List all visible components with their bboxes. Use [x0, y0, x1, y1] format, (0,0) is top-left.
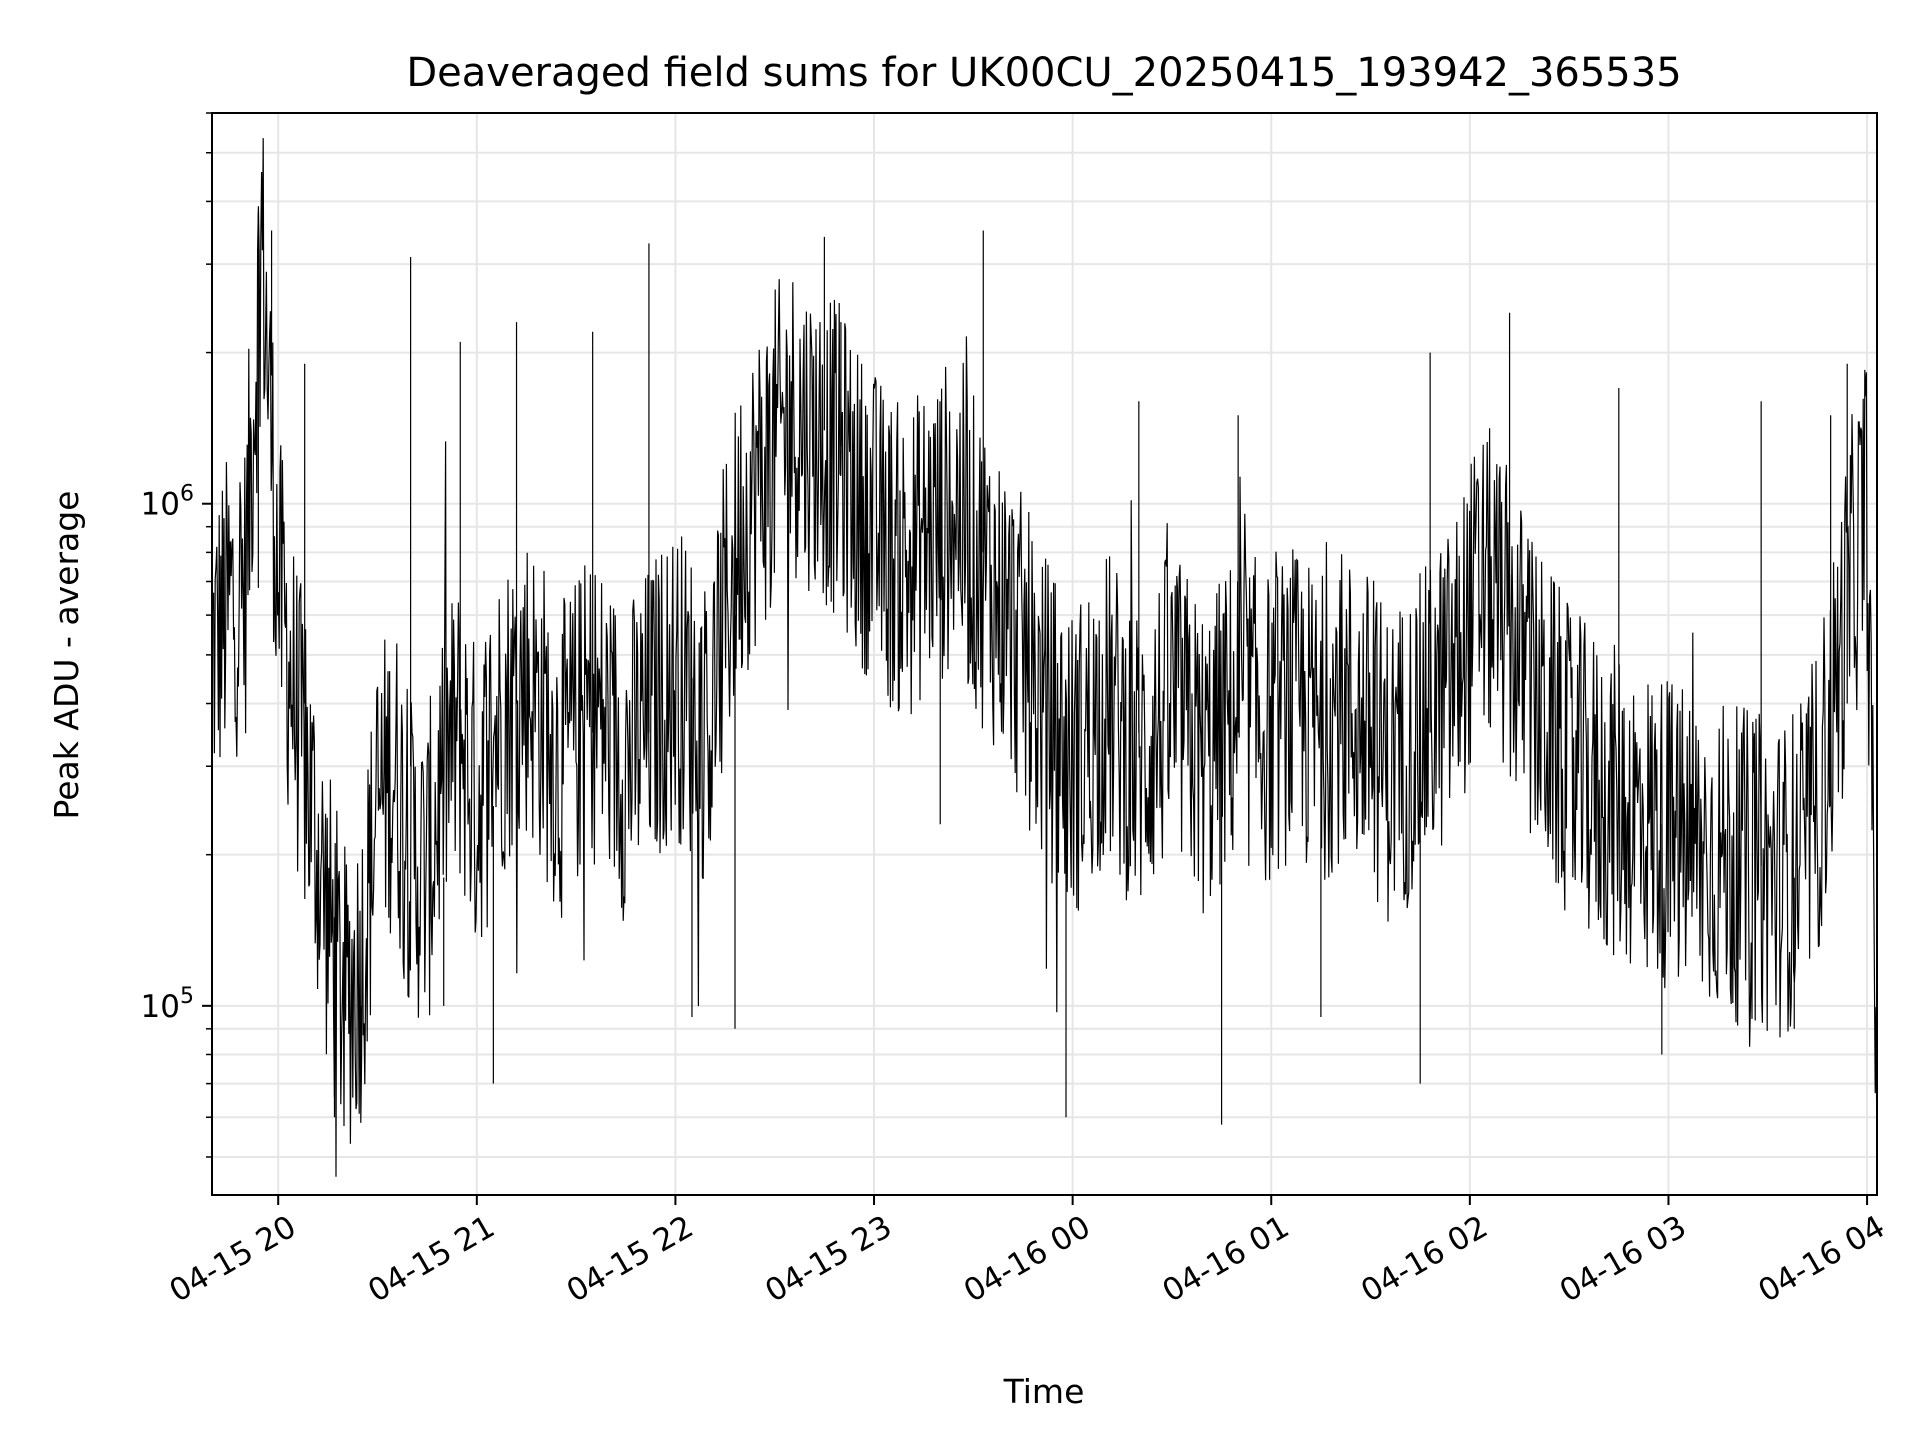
plot-frame: [211, 112, 1878, 1196]
chart-title: Deaveraged field sums for UK00CU_2025041…: [406, 50, 1681, 96]
grid: [212, 112, 1877, 1195]
x-axis-title: Time: [1003, 1372, 1085, 1411]
y-tick-label: 106: [141, 482, 194, 523]
y-axis-title: Peak ADU - average: [47, 491, 86, 820]
series-line: [211, 138, 1878, 1177]
y-axis: 105 106: [141, 112, 212, 1158]
y-tick-label: 105: [141, 984, 194, 1025]
series-layer: [211, 138, 1878, 1177]
